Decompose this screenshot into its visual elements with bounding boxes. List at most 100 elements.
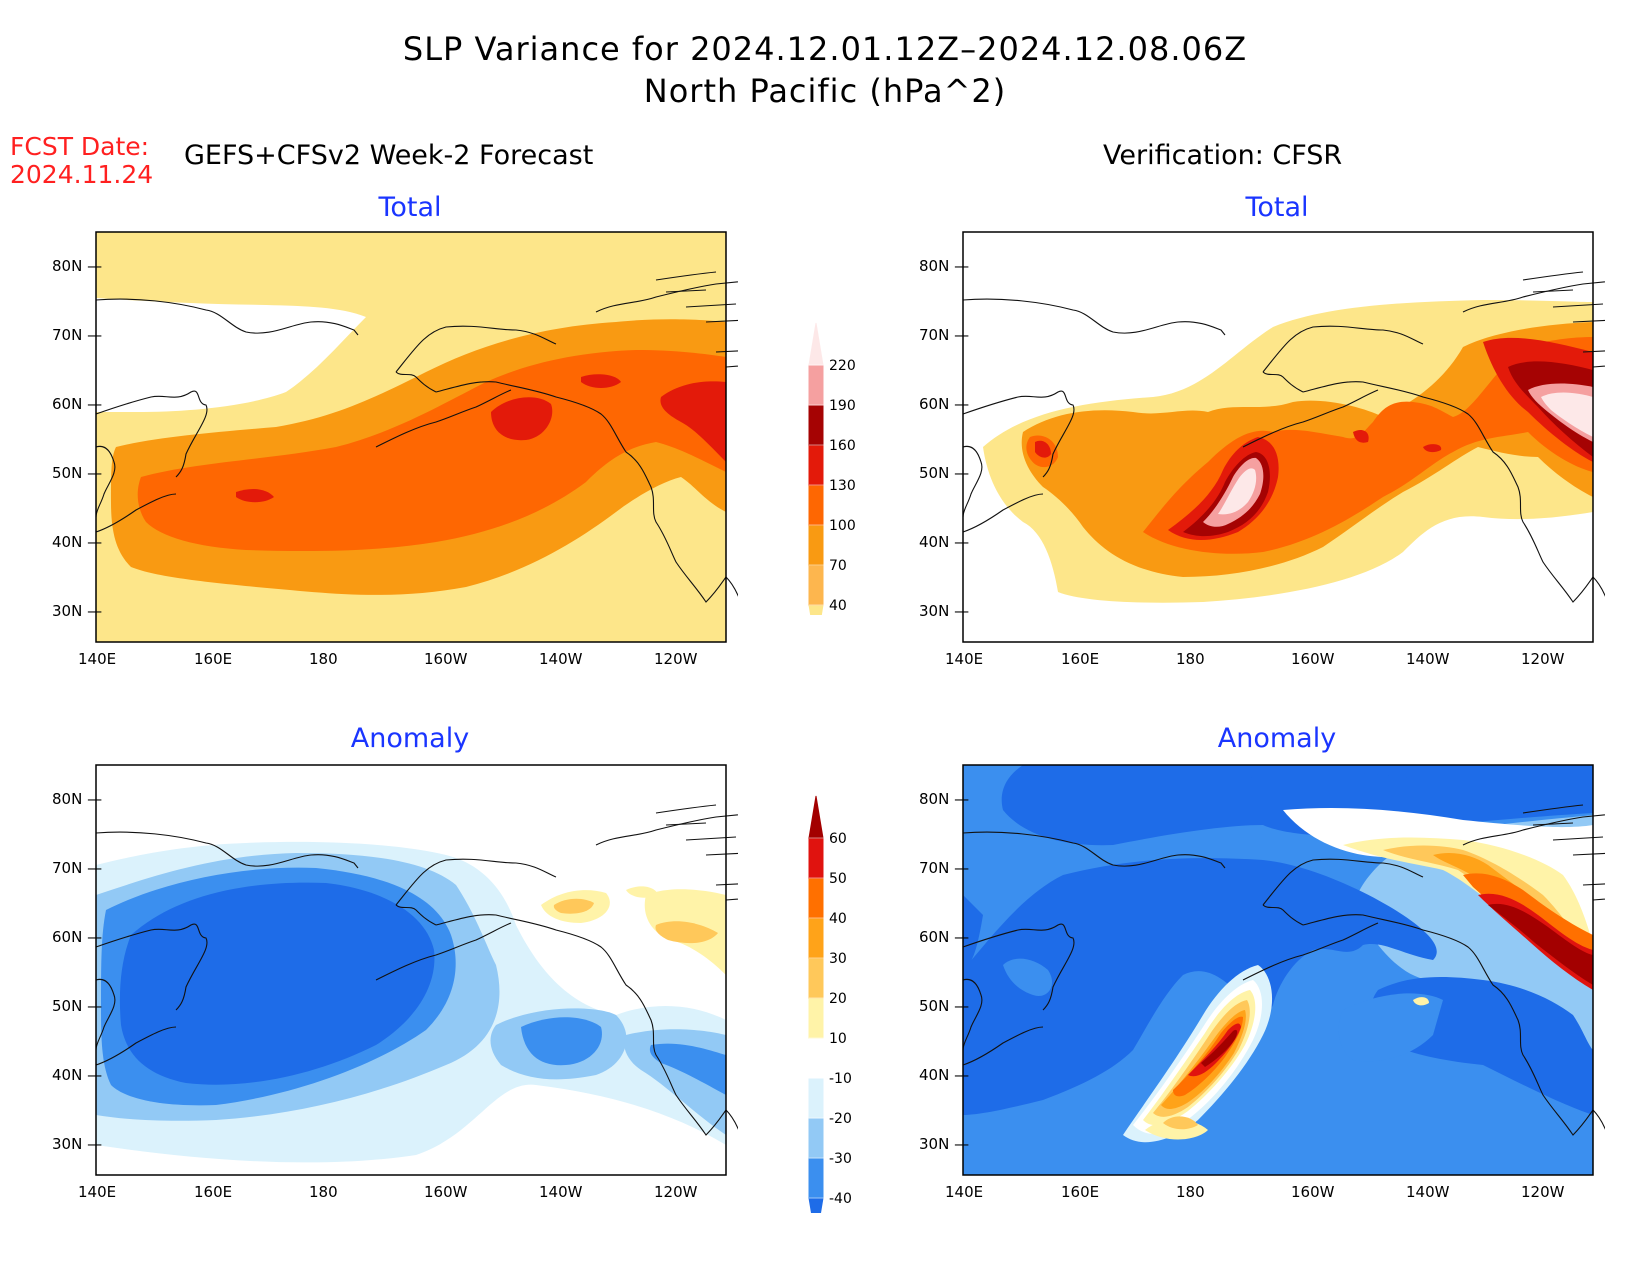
lat-tick-label: 40N — <box>52 533 103 551</box>
colorbar-label: 130 <box>829 478 856 494</box>
lon-tick-label: 120W <box>654 1183 698 1201</box>
lon-tick-label: 180 <box>309 650 338 668</box>
lat-tick-label: 30N — <box>919 1135 970 1153</box>
lon-tick-label: 160E <box>1061 1183 1100 1201</box>
lon-tick-label: 160E <box>194 650 233 668</box>
colorbar-segment <box>808 997 824 1039</box>
lon-tick-label: 140W <box>539 650 583 668</box>
lat-tick-label: 60N — <box>919 395 970 413</box>
colorbar-segment <box>808 837 824 879</box>
colorbar-segment <box>808 524 824 566</box>
panel-title-verification-anomaly: Anomaly <box>1217 723 1337 754</box>
lat-tick-label: 40N — <box>52 1066 103 1084</box>
lat-tick-label: 30N — <box>52 1135 103 1153</box>
forecast-total-map <box>95 231 738 643</box>
lat-tick-label: 80N — <box>52 257 103 275</box>
lon-tick-label: 120W <box>654 650 698 668</box>
colorbar-label: 190 <box>829 398 856 414</box>
lat-tick-label: 60N — <box>52 395 103 413</box>
colorbar-label: 20 <box>829 991 847 1007</box>
colorbar-label: 60 <box>829 831 847 847</box>
lat-tick-label: 70N — <box>52 326 103 344</box>
verification-anomaly-map <box>962 764 1605 1176</box>
colorbar-segment <box>808 1157 824 1199</box>
lon-tick-label: 140E <box>78 1183 117 1201</box>
lon-tick-label: 120W <box>1521 650 1565 668</box>
lat-tick-label: 30N — <box>52 602 103 620</box>
lon-tick-label: 140E <box>78 650 117 668</box>
colorbar-segment <box>808 1077 824 1119</box>
colorbar-segment <box>808 1197 824 1213</box>
colorbar-label: -10 <box>829 1071 852 1087</box>
colorbar-segment <box>808 957 824 999</box>
lat-tick-label: 40N — <box>919 1066 970 1084</box>
forecast-anomaly-map <box>95 764 738 1176</box>
colorbar-segment <box>808 795 824 839</box>
verification-total-map <box>962 231 1605 643</box>
lat-tick-label: 40N — <box>919 533 970 551</box>
lon-tick-label: 180 <box>1176 650 1205 668</box>
colorbar-segment <box>808 444 824 486</box>
colorbar-label: 50 <box>829 871 847 887</box>
colorbar-label: 30 <box>829 951 847 967</box>
colorbar-segment <box>808 564 824 606</box>
lon-tick-label: 140W <box>1406 1183 1450 1201</box>
lon-tick-label: 160E <box>194 1183 233 1201</box>
lon-tick-label: 160W <box>424 650 468 668</box>
total-colorbar: 40 70 100 130 160 190 220 <box>808 322 856 615</box>
lat-tick-label: 80N — <box>919 790 970 808</box>
colorbar-label: 10 <box>829 1031 847 1047</box>
colorbar-segment <box>808 877 824 919</box>
colorbar-label: 220 <box>829 358 856 374</box>
lat-tick-label: 30N — <box>919 602 970 620</box>
lat-tick-label: 50N — <box>52 997 103 1015</box>
lat-tick-label: 70N — <box>52 859 103 877</box>
colorbar-segment <box>808 604 824 615</box>
lon-tick-label: 120W <box>1521 1183 1565 1201</box>
fcst-date-value: 2024.11.24 <box>10 160 154 189</box>
forecast-header: GEFS+CFSv2 Week-2 Forecast <box>184 140 594 171</box>
panel-title-forecast-total: Total <box>378 192 442 223</box>
colorbar-segment <box>808 917 824 959</box>
lat-tick-label: 60N — <box>919 928 970 946</box>
fcst-date-label: FCST Date: <box>10 132 150 161</box>
colorbar-segment <box>808 1117 824 1159</box>
lat-tick-label: 50N — <box>919 997 970 1015</box>
lat-tick-label: 60N — <box>52 928 103 946</box>
lon-tick-label: 160E <box>1061 650 1100 668</box>
colorbar-segment <box>808 364 824 406</box>
lat-tick-label: 80N — <box>52 790 103 808</box>
colorbar-segment <box>808 404 824 446</box>
lat-tick-label: 50N — <box>919 464 970 482</box>
lat-tick-label: 70N — <box>919 326 970 344</box>
colorbar-label: 70 <box>829 558 847 574</box>
lon-tick-label: 140W <box>1406 650 1450 668</box>
main-subtitle: North Pacific (hPa^2) <box>643 72 1007 110</box>
colorbar-segment <box>808 1037 824 1079</box>
colorbar-label: -20 <box>829 1111 852 1127</box>
colorbar-label: -30 <box>829 1151 852 1167</box>
colorbar-label: 100 <box>829 518 856 534</box>
lon-tick-label: 160W <box>424 1183 468 1201</box>
lat-tick-label: 80N — <box>919 257 970 275</box>
lon-tick-label: 140E <box>945 650 984 668</box>
colorbar-label: 40 <box>829 598 847 614</box>
lat-tick-label: 50N — <box>52 464 103 482</box>
colorbar-label: -40 <box>829 1191 852 1207</box>
anomaly-colorbar: -40 -30 -20 -10 10 20 30 40 50 60 <box>808 795 852 1213</box>
panel-title-forecast-anomaly: Anomaly <box>350 723 470 754</box>
main-title: SLP Variance for 2024.12.01.12Z–2024.12.… <box>402 30 1248 68</box>
lon-tick-label: 140W <box>539 1183 583 1201</box>
lon-tick-label: 140E <box>945 1183 984 1201</box>
panel-title-verification-total: Total <box>1245 192 1309 223</box>
verification-header: Verification: CFSR <box>1103 140 1343 171</box>
colorbar-segment <box>808 484 824 526</box>
lon-tick-label: 180 <box>309 1183 338 1201</box>
colorbar-label: 160 <box>829 438 856 454</box>
lon-tick-label: 180 <box>1176 1183 1205 1201</box>
colorbar-segment <box>808 322 824 366</box>
lon-tick-label: 160W <box>1291 1183 1335 1201</box>
colorbar-label: 40 <box>829 911 847 927</box>
lon-tick-label: 160W <box>1291 650 1335 668</box>
lat-tick-label: 70N — <box>919 859 970 877</box>
